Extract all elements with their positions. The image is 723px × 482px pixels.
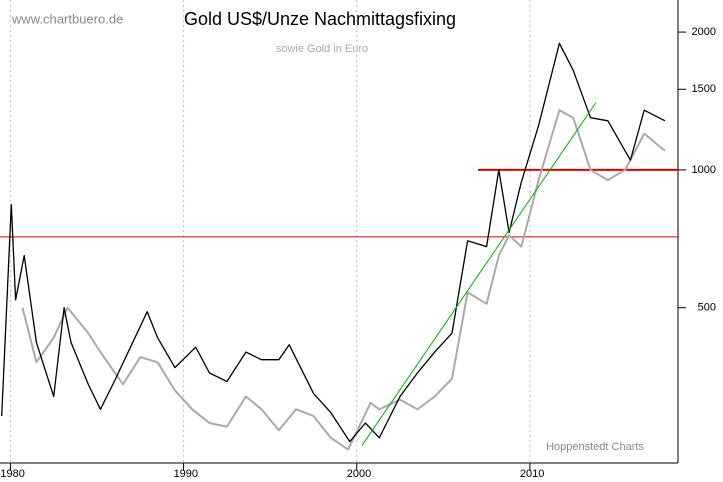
series-line	[21, 109, 666, 451]
x-tick-label: 1980	[0, 468, 24, 480]
y-tick-label: 1000	[692, 164, 716, 176]
x-tick-label: 2010	[520, 468, 544, 480]
y-tick-label: 1500	[692, 83, 716, 95]
x-tick-label: 2000	[347, 468, 371, 480]
trend-line	[361, 102, 597, 446]
watermark: www.chartbuero.de	[11, 11, 123, 26]
chart-subtitle: sowie Gold in Euro	[276, 43, 368, 55]
x-tick-label: 1990	[174, 468, 198, 480]
source-label: Hoppenstedt Charts	[546, 441, 644, 453]
y-tick-label: 500	[698, 302, 716, 314]
y-tick-label: 2000	[692, 26, 716, 38]
chart-title: Gold US$/Unze Nachmittagsfixing	[184, 9, 456, 29]
series-line	[1, 42, 666, 443]
